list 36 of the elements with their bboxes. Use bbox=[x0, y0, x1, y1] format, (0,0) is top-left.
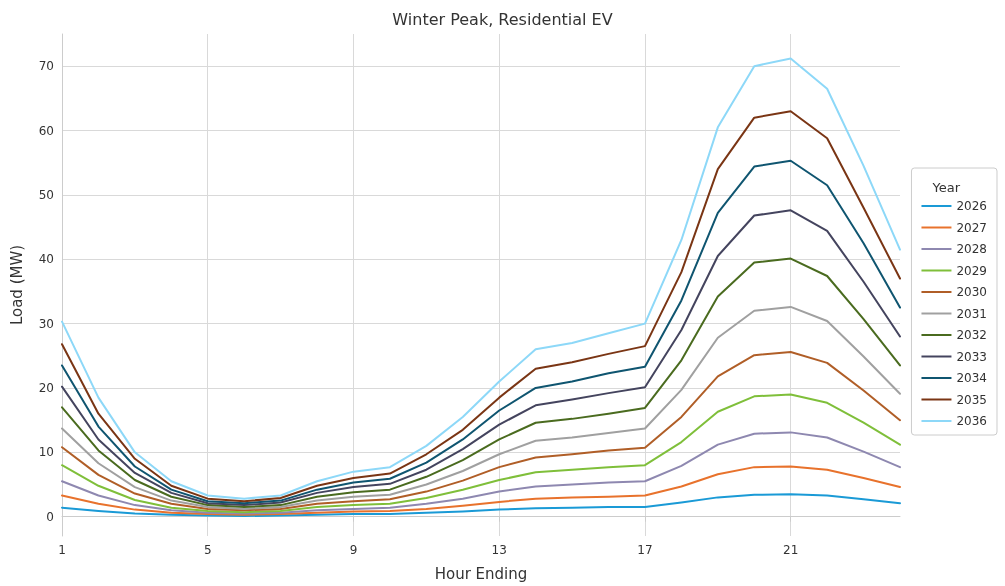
legend-label: 2031 bbox=[956, 306, 988, 321]
x-axis-title: Hour Ending bbox=[434, 564, 528, 583]
y-tick-label: 40 bbox=[38, 252, 54, 267]
legend-label: 2035 bbox=[956, 392, 988, 407]
line-series bbox=[61, 493, 901, 518]
y-tick-label: 20 bbox=[38, 380, 54, 395]
y-tick-label: 10 bbox=[38, 445, 54, 460]
x-tick-label: 21 bbox=[783, 543, 799, 557]
line-series bbox=[61, 431, 901, 515]
legend-title: Year bbox=[931, 180, 961, 195]
y-tick-label: 50 bbox=[38, 187, 54, 202]
line-series bbox=[61, 393, 901, 514]
legend-label: 2028 bbox=[956, 242, 988, 256]
x-tick-label: 17 bbox=[637, 543, 653, 557]
x-tick-label: 9 bbox=[349, 543, 358, 557]
legend-label: 2029 bbox=[956, 263, 988, 278]
y-tick-label: 60 bbox=[38, 123, 54, 138]
line-series bbox=[61, 305, 901, 510]
line-series bbox=[61, 465, 901, 516]
legend-label: 2036 bbox=[956, 414, 988, 428]
legend-label: 2033 bbox=[956, 349, 988, 364]
x-tick-label: 5 bbox=[203, 543, 212, 557]
y-tick-label: 0 bbox=[46, 509, 54, 524]
y-tick-label: 30 bbox=[38, 316, 54, 331]
y-tick-label: 70 bbox=[38, 59, 54, 74]
legend-label: 2034 bbox=[956, 371, 988, 385]
legend-label: 2026 bbox=[956, 199, 988, 213]
y-axis-title: Load (MW) bbox=[7, 244, 26, 326]
legend-label: 2032 bbox=[956, 328, 988, 342]
line-series bbox=[61, 350, 901, 512]
chart-title: Winter Peak, Residential EV bbox=[392, 9, 613, 29]
legend-label: 2027 bbox=[956, 220, 988, 235]
line-series bbox=[61, 257, 901, 509]
legend-label: 2030 bbox=[956, 285, 988, 299]
x-tick-label: 13 bbox=[491, 543, 507, 557]
x-tick-label: 1 bbox=[58, 543, 66, 557]
